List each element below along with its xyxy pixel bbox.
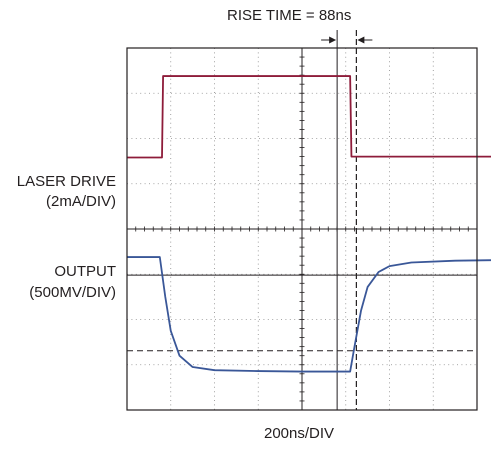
output-trace [127,256,491,373]
rise-time-cursors [321,30,373,410]
laser-drive-trace [127,75,491,159]
plot-frame [126,47,478,411]
laser-drive-scale-label: (2mA/DIV) [45,193,116,210]
arrow-left-icon [329,36,337,44]
output-channel-label: OUTPUT [54,263,116,280]
output-scale-label: (500MV/DIV) [29,284,116,301]
chart-title: RISE TIME = 88ns [227,7,352,24]
time-scale-label: 200ns/DIV [264,425,335,442]
reference-lines [127,274,477,352]
arrow-right-icon [357,36,365,44]
scope-grid [127,48,477,410]
laser-drive-channel-label: LASER DRIVE [16,173,116,190]
scope-frame [126,47,478,411]
scope-traces [127,75,491,373]
